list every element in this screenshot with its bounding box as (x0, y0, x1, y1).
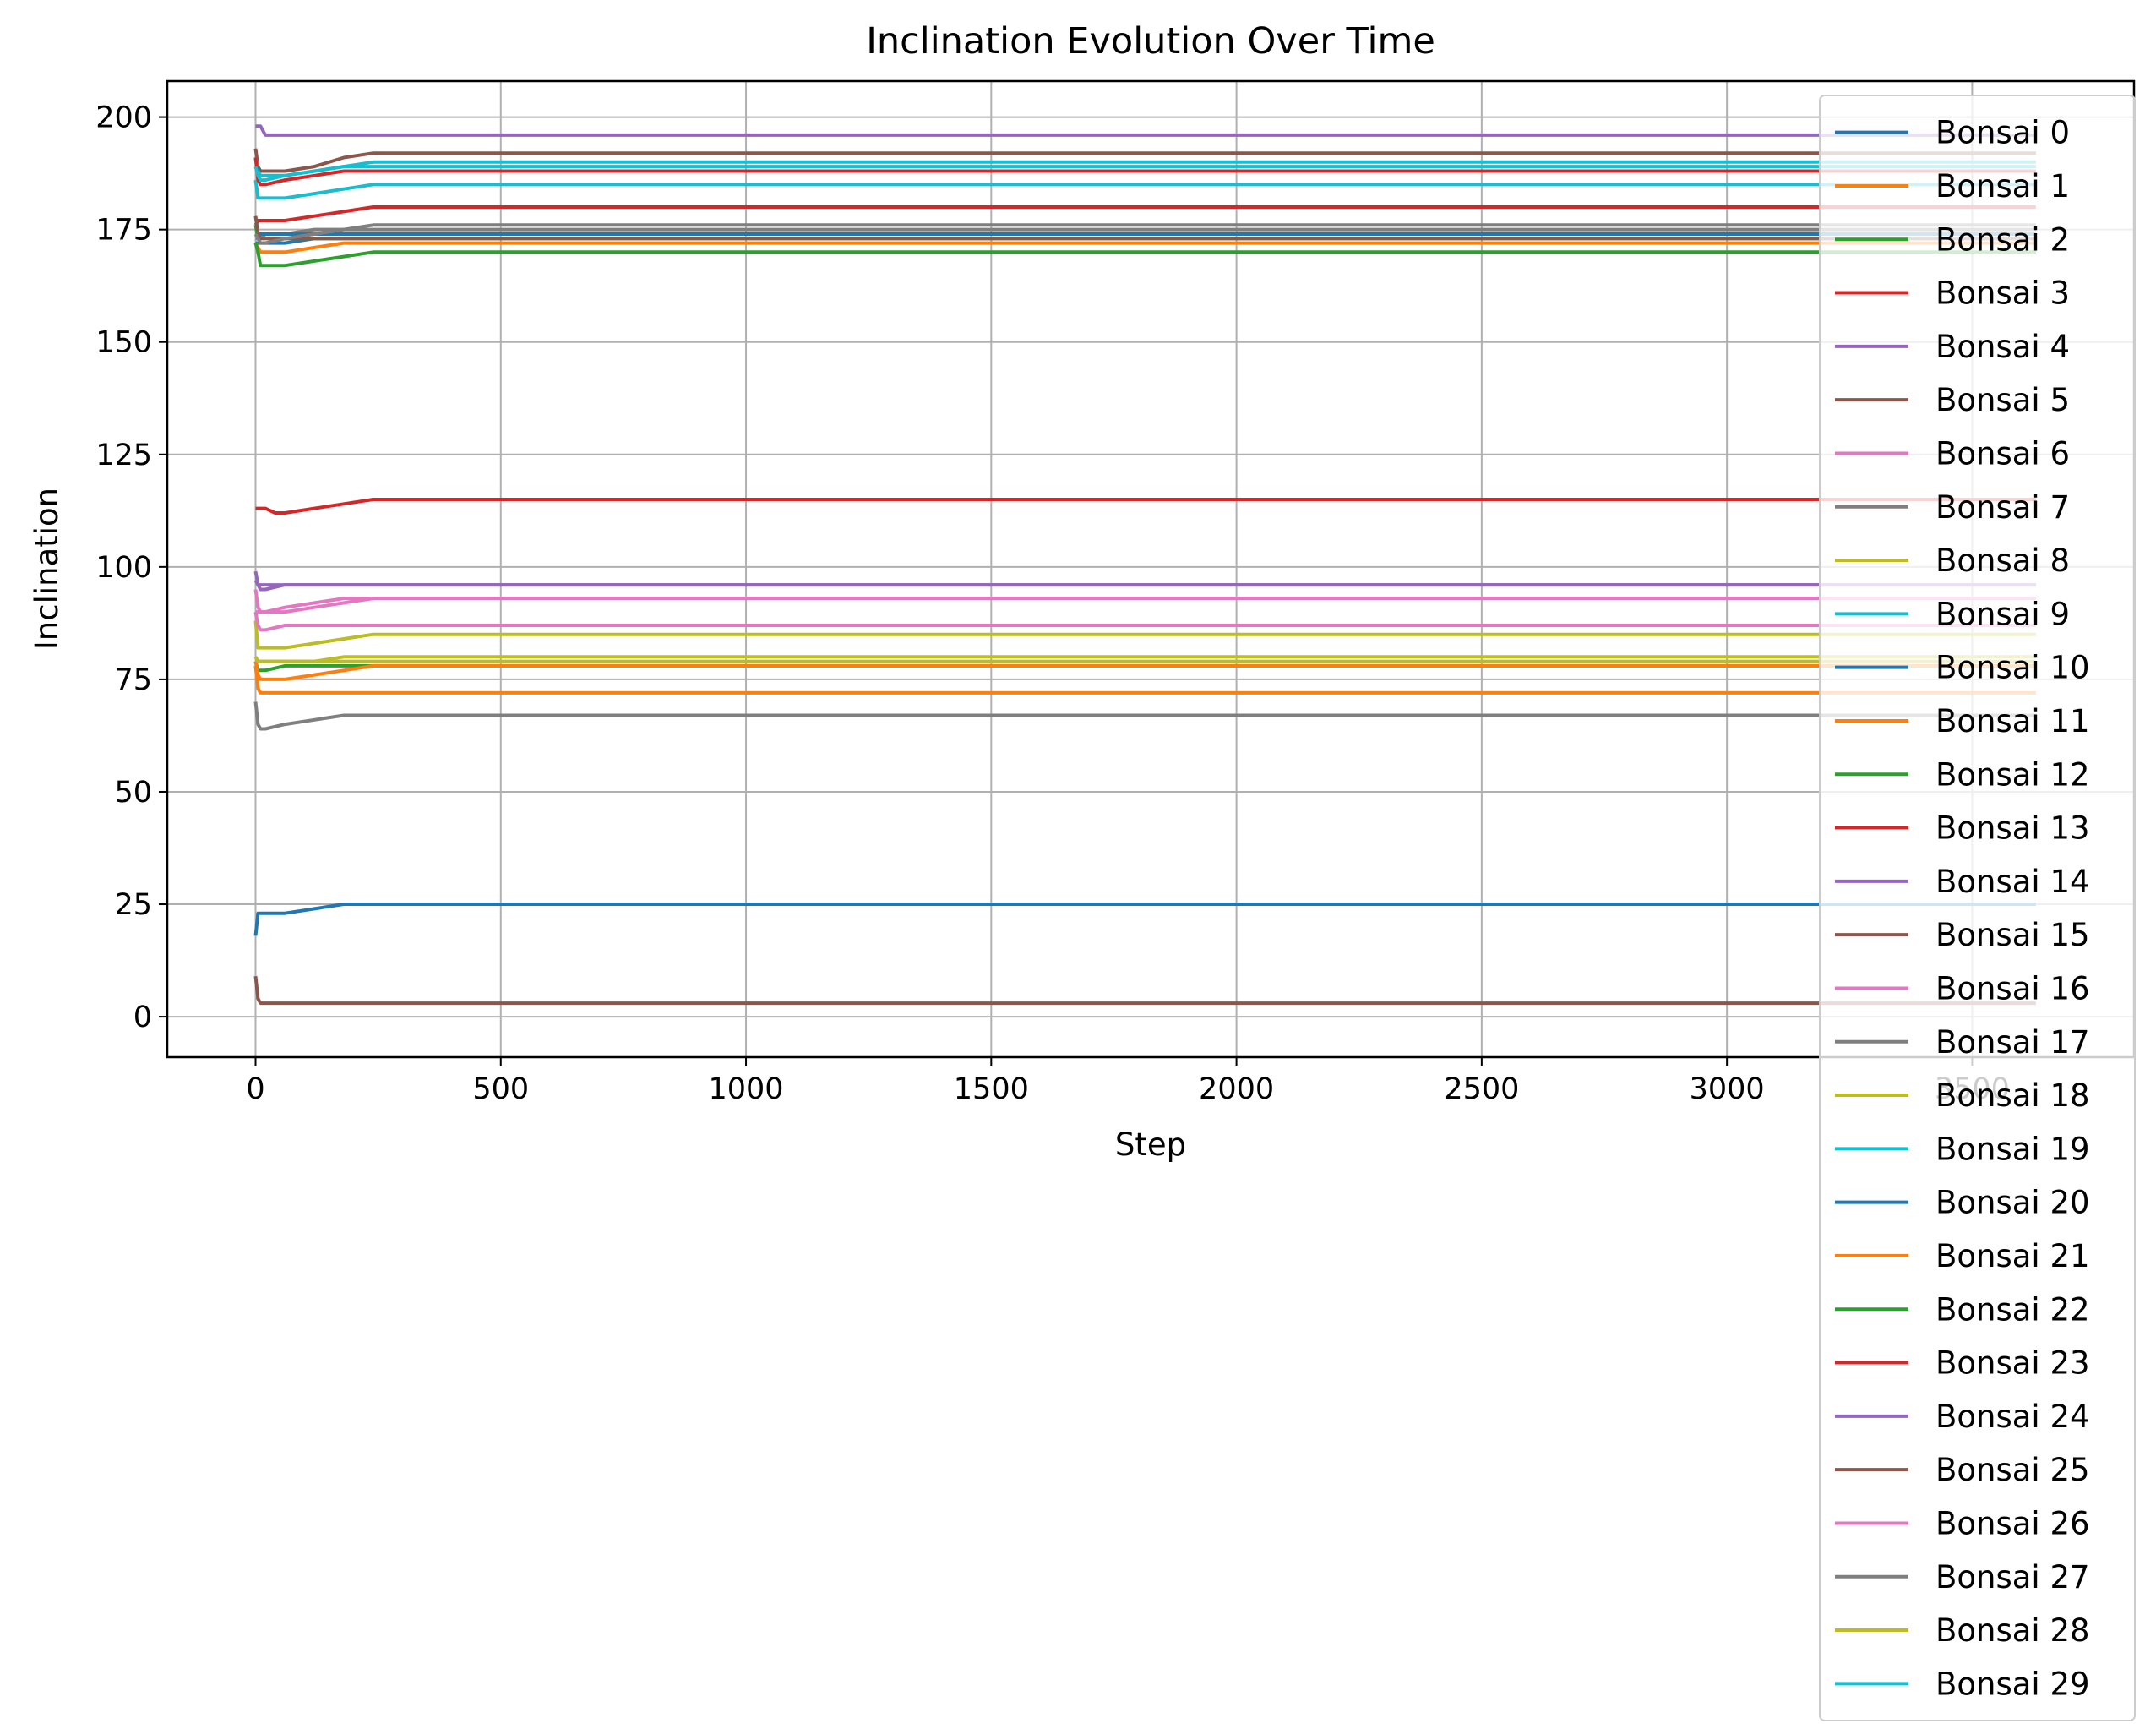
legend-label: Bonsai 19 (1936, 1131, 2090, 1167)
chart-title: Inclination Evolution Over Time (866, 20, 1435, 63)
y-tick-label: 0 (133, 1001, 152, 1034)
legend-label: Bonsai 28 (1936, 1612, 2090, 1649)
legend-label: Bonsai 17 (1936, 1024, 2090, 1061)
series-line-bonsai-21 (253, 661, 2036, 681)
legend-label: Bonsai 18 (1936, 1077, 2090, 1114)
legend-label: Bonsai 9 (1936, 596, 2070, 632)
legend: Bonsai 0 Bonsai 1 Bonsai 2 Bonsai 3 Bonsai 4… (1819, 95, 2136, 1721)
legend-label: Bonsai 8 (1936, 543, 2070, 579)
legend-label: Bonsai 13 (1936, 810, 2090, 847)
series-line-bonsai-25 (253, 215, 2036, 241)
legend-label: Bonsai 14 (1936, 864, 2090, 900)
y-tick-label: 200 (95, 101, 152, 135)
y-tick-label: 75 (114, 663, 152, 697)
series-line-bonsai-15 (253, 975, 2036, 1006)
x-axis: 0500100015002000250030003500 (246, 1057, 2010, 1106)
y-tick-label: 100 (95, 551, 152, 585)
legend-label: Bonsai 0 (1936, 115, 2070, 151)
legend-label: Bonsai 16 (1936, 970, 2090, 1006)
x-tick-label: 1000 (709, 1072, 784, 1106)
series-line-bonsai-8 (253, 620, 2036, 650)
y-tick-label: 125 (95, 439, 152, 472)
x-tick-label: 2500 (1444, 1072, 1519, 1106)
x-tick-label: 500 (472, 1072, 529, 1106)
series-line-bonsai-17 (253, 701, 2036, 731)
legend-label: Bonsai 21 (1936, 1238, 2090, 1274)
series-line-bonsai-13 (255, 498, 2036, 515)
legend-label: Bonsai 15 (1936, 917, 2090, 953)
legend-label: Bonsai 22 (1936, 1291, 2090, 1328)
series-line-bonsai-23 (253, 157, 2036, 187)
series-line-bonsai-2 (253, 243, 2036, 268)
series-line-bonsai-11 (253, 665, 2036, 695)
legend-label: Bonsai 24 (1936, 1399, 2090, 1435)
x-axis-label: Step (1115, 1126, 1186, 1163)
legend-label: Bonsai 27 (1936, 1559, 2090, 1595)
series-line-bonsai-16 (253, 611, 2036, 632)
legend-label: Bonsai 11 (1936, 703, 2090, 739)
legend-label: Bonsai 4 (1936, 329, 2070, 365)
legend-label: Bonsai 6 (1936, 435, 2070, 472)
legend-label: Bonsai 1 (1936, 168, 2070, 205)
y-axis: 0 25 50 75 100 125 150 175 200 (95, 101, 167, 1034)
legend-label: Bonsai 26 (1936, 1505, 2090, 1541)
legend-label: Bonsai 23 (1936, 1345, 2090, 1382)
series-line-bonsai-24 (253, 579, 2036, 587)
series-line-bonsai-26 (253, 589, 2036, 614)
y-tick-label: 50 (114, 776, 152, 810)
series-line-bonsai-1 (253, 241, 2036, 254)
legend-label: Bonsai 10 (1936, 650, 2090, 686)
x-tick-label: 2000 (1199, 1072, 1274, 1106)
legend-label: Bonsai 20 (1936, 1185, 2090, 1221)
legend-label: Bonsai 25 (1936, 1452, 2090, 1488)
legend-label: Bonsai 7 (1936, 489, 2070, 526)
series-line-bonsai-28 (253, 656, 2036, 663)
y-axis-label: Inclination (29, 488, 65, 650)
legend-label: Bonsai 3 (1936, 275, 2070, 312)
y-tick-label: 150 (95, 326, 152, 360)
legend-box (1819, 95, 2136, 1721)
series-line-bonsai-9 (253, 179, 2036, 200)
legend-label: Bonsai 12 (1936, 756, 2090, 793)
series-line-bonsai-29 (253, 165, 2036, 183)
y-tick-label: 175 (95, 214, 152, 248)
legend-label: Bonsai 5 (1936, 382, 2070, 418)
x-tick-label: 0 (246, 1072, 264, 1106)
x-tick-label: 1500 (954, 1072, 1029, 1106)
x-tick-label: 3000 (1690, 1072, 1765, 1106)
series-layer (253, 124, 2036, 1006)
series-line-bonsai-10 (253, 903, 2036, 936)
series-line-bonsai-3 (253, 205, 2036, 226)
series-line-bonsai-4 (255, 124, 2036, 137)
legend-label: Bonsai 2 (1936, 221, 2070, 258)
series-line-bonsai-27 (253, 227, 2036, 245)
legend-label: Bonsai 29 (1936, 1666, 2090, 1702)
y-tick-label: 25 (114, 888, 152, 922)
